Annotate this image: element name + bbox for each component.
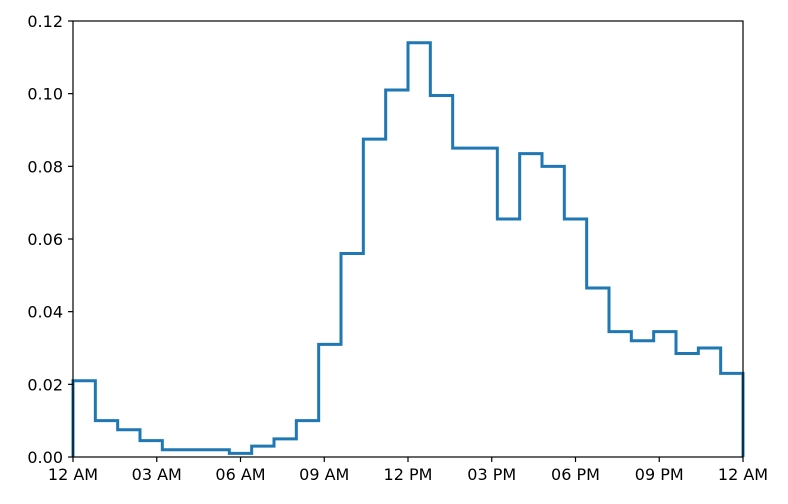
x-axis: 12 AM 03 AM 06 AM 09 AM 12 PM 03 PM 06 PM 09 PM…	[48, 457, 768, 484]
x-tick-label: 12 PM	[384, 465, 433, 484]
x-tick-label: 09 AM	[299, 465, 349, 484]
x-tick-label: 12 AM	[48, 465, 98, 484]
x-tick-label: 12 AM	[718, 465, 768, 484]
y-tick-label: 0.06	[27, 230, 63, 249]
y-tick-label: 0.04	[27, 303, 63, 322]
x-tick-label: 09 PM	[635, 465, 684, 484]
histogram-step-series-0	[71, 41, 745, 457]
x-tick-label: 06 AM	[215, 465, 265, 484]
y-tick-label: 0.10	[27, 85, 63, 104]
y-tick-label: 0.12	[27, 12, 63, 31]
y-tick-label: 0.08	[27, 157, 63, 176]
y-tick-label: 0.00	[27, 448, 63, 467]
y-tick-label: 0.02	[27, 375, 63, 394]
x-tick-label: 06 PM	[551, 465, 600, 484]
x-tick-label: 03 AM	[132, 465, 182, 484]
y-axis: 0.00 0.02 0.04 0.06 0.08 0.10 0.12	[27, 12, 73, 467]
plot-area	[71, 20, 745, 458]
x-tick-label: 03 PM	[467, 465, 516, 484]
